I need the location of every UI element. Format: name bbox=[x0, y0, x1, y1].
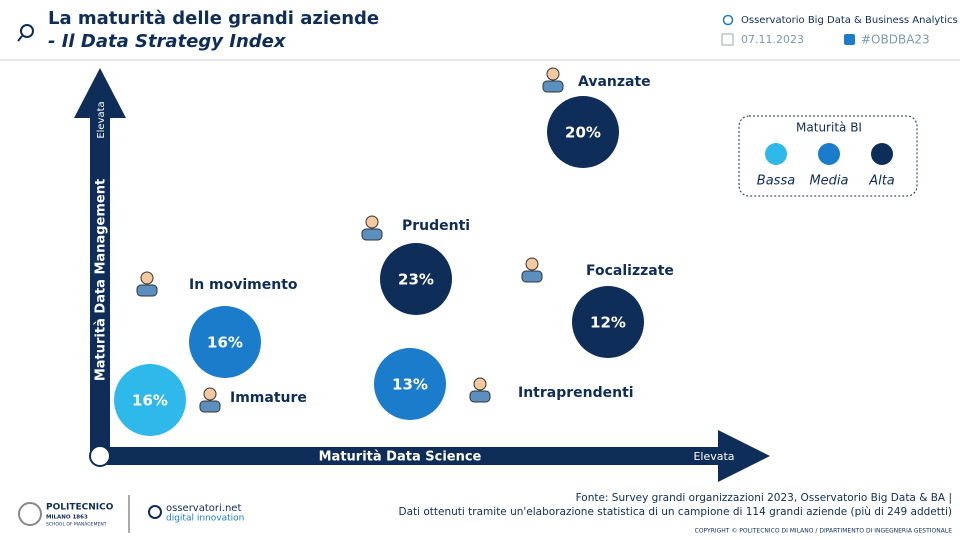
x-axis-end: Elevata bbox=[693, 450, 734, 463]
legend-label: Alta bbox=[868, 174, 895, 189]
bubble bbox=[547, 96, 619, 168]
bubble-value: 12% bbox=[590, 314, 626, 332]
group-name: Prudenti bbox=[402, 218, 470, 234]
source-line-1: Fonte: Survey grandi organizzazioni 2023… bbox=[576, 492, 952, 504]
source-line-2: Dati ottenuti tramite un'elaborazione st… bbox=[398, 506, 952, 518]
group-icon-body bbox=[521, 270, 543, 283]
x-axis-label: Maturità Data Science bbox=[319, 450, 482, 465]
bubble-value: 23% bbox=[398, 271, 434, 289]
group-icon-body bbox=[361, 228, 383, 241]
bubble-value: 13% bbox=[392, 376, 428, 394]
organization: Osservatorio Big Data & Business Analyti… bbox=[741, 15, 958, 26]
bubble-value: 16% bbox=[132, 392, 168, 410]
group-icon-head bbox=[140, 271, 154, 285]
calendar-icon bbox=[721, 33, 734, 46]
legend-swatch bbox=[871, 143, 893, 165]
bubble-value: 16% bbox=[207, 334, 243, 352]
org-icon bbox=[722, 14, 734, 26]
bubble bbox=[380, 243, 452, 315]
search-icon-handle bbox=[17, 35, 23, 42]
bubble bbox=[189, 306, 261, 378]
group-icon-head bbox=[365, 215, 379, 229]
bubble bbox=[114, 364, 186, 436]
linkedin-icon bbox=[844, 34, 855, 45]
group-icon-head bbox=[546, 67, 560, 81]
legend-box bbox=[738, 115, 918, 197]
bubble bbox=[374, 348, 446, 420]
legend-swatch bbox=[765, 143, 787, 165]
polimi-seal bbox=[18, 502, 42, 526]
logo2-sub: digital innovation bbox=[166, 514, 244, 524]
group-name: Focalizzate bbox=[586, 263, 674, 279]
group-name: Avanzate bbox=[578, 74, 651, 90]
legend-label: Bassa bbox=[757, 174, 795, 189]
hashtag: #OBDBA23 bbox=[861, 33, 930, 47]
group-name: Intraprendenti bbox=[518, 385, 634, 401]
search-icon bbox=[20, 24, 34, 38]
group-name: In movimento bbox=[189, 277, 298, 293]
group-icon-head bbox=[473, 377, 487, 391]
bubble bbox=[572, 286, 644, 358]
logo1-name: POLITECNICO bbox=[46, 503, 114, 513]
date: 07.11.2023 bbox=[741, 33, 804, 46]
osservatori-icon bbox=[148, 505, 162, 519]
group-icon-head bbox=[203, 387, 217, 401]
title-line-2: - Il Data Strategy Index bbox=[48, 31, 287, 52]
y-axis-arrow bbox=[74, 68, 126, 456]
x-axis-arrow bbox=[100, 430, 770, 482]
group-icon-body bbox=[136, 284, 158, 297]
logo1-school: SCHOOL OF MANAGEMENT bbox=[46, 522, 107, 528]
logo1-city: MILANO 1863 bbox=[46, 515, 88, 521]
group-name: Immature bbox=[230, 390, 307, 406]
copyright: COPYRIGHT © POLITECNICO DI MILANO / DIPA… bbox=[695, 528, 953, 535]
group-icon-head bbox=[525, 257, 539, 271]
group-icon-body bbox=[469, 390, 491, 403]
legend-swatch bbox=[818, 143, 840, 165]
group-icon-body bbox=[542, 80, 564, 93]
y-axis-end: Elevata bbox=[96, 101, 107, 138]
bubble-value: 20% bbox=[565, 124, 601, 142]
legend-title: Maturità BI bbox=[796, 121, 862, 135]
group-icon-body bbox=[199, 400, 221, 413]
y-axis-label: Maturità Data Management bbox=[94, 179, 109, 381]
logo2-name: osservatori.net bbox=[166, 503, 241, 514]
legend-label: Media bbox=[809, 174, 848, 189]
title-line-1: La maturità delle grandi aziende bbox=[48, 8, 379, 29]
axis-origin bbox=[89, 445, 111, 467]
